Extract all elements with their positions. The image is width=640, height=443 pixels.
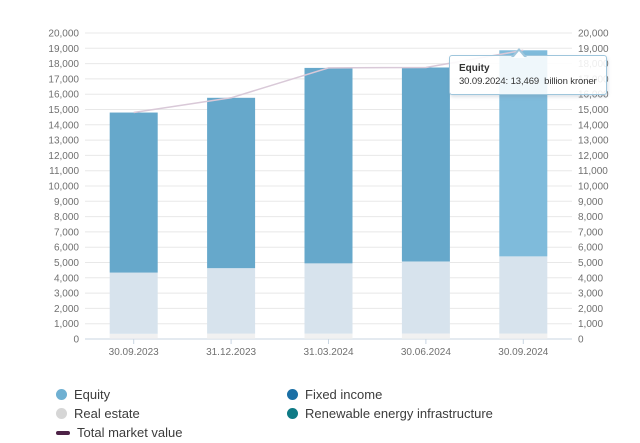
x-axis-label: 30.06.2024 — [401, 347, 451, 358]
y-axis-label-left: 3,000 — [54, 289, 79, 300]
y-axis-label-right: 6,000 — [578, 243, 603, 254]
bar-segment-real-estate[interactable] — [304, 333, 353, 339]
y-axis-label-right: 0 — [578, 335, 584, 346]
y-axis-label-right: 15,000 — [578, 105, 609, 116]
y-axis-label-left: 19,000 — [48, 44, 79, 55]
tooltip-arrow-fill — [513, 50, 525, 58]
y-axis-label-right: 9,000 — [578, 197, 603, 208]
y-axis-label-left: 6,000 — [54, 243, 79, 254]
tooltip: Equity 30.09.2024: 13,469 billion kroner — [449, 55, 607, 95]
y-axis-label-left: 20,000 — [48, 29, 79, 40]
bar-segment-fixed-income[interactable] — [109, 272, 158, 334]
y-axis-label-right: 7,000 — [578, 227, 603, 238]
y-axis-label-right: 4,000 — [578, 273, 603, 284]
bar-segment-equity[interactable] — [401, 67, 450, 262]
legend-label: Real estate — [74, 406, 140, 421]
legend-label: Total market value — [77, 425, 183, 440]
y-axis-label-right: 14,000 — [578, 120, 609, 131]
fixed-income-marker-icon — [287, 389, 298, 400]
y-axis-label-right: 5,000 — [578, 258, 603, 269]
legend-item-renewable-energy[interactable]: Renewable energy infrastructure — [287, 404, 493, 423]
bar-segment-fixed-income[interactable] — [207, 268, 256, 334]
bar-segment-real-estate[interactable] — [401, 333, 450, 339]
y-axis-label-right: 12,000 — [578, 151, 609, 162]
bar-segment-fixed-income[interactable] — [401, 261, 450, 334]
legend-item-fixed-income[interactable]: Fixed income — [287, 385, 493, 404]
y-axis-label-left: 14,000 — [48, 120, 79, 131]
y-axis-label-right: 1,000 — [578, 319, 603, 330]
legend-label: Fixed income — [305, 387, 383, 402]
y-axis-label-right: 20,000 — [578, 29, 609, 40]
y-axis-label-left: 16,000 — [48, 90, 79, 101]
y-axis-label-left: 10,000 — [48, 182, 79, 193]
y-axis-label-left: 1,000 — [54, 319, 79, 330]
y-axis-label-left: 7,000 — [54, 227, 79, 238]
x-axis-label: 30.09.2023 — [109, 347, 159, 358]
bar-segment-real-estate[interactable] — [109, 333, 158, 339]
legend-column-left: Equity Real estate Total market value — [56, 385, 183, 442]
y-axis-label-left: 13,000 — [48, 136, 79, 147]
y-axis-label-left: 18,000 — [48, 59, 79, 70]
y-axis-label-left: 15,000 — [48, 105, 79, 116]
bar-segment-fixed-income[interactable] — [499, 256, 548, 334]
y-axis-label-right: 3,000 — [578, 289, 603, 300]
y-axis-label-right: 19,000 — [578, 44, 609, 55]
tooltip-series-name: Equity — [459, 63, 490, 74]
y-axis-label-left: 12,000 — [48, 151, 79, 162]
real-estate-marker-icon — [56, 408, 67, 419]
bar-segment-fixed-income[interactable] — [304, 263, 353, 334]
y-axis-label-right: 8,000 — [578, 212, 603, 223]
legend-column-right: Fixed income Renewable energy infrastruc… — [287, 385, 493, 423]
total-market-value-marker-icon — [56, 430, 70, 435]
y-axis-label-left: 2,000 — [54, 304, 79, 315]
legend-item-equity[interactable]: Equity — [56, 385, 183, 404]
y-axis-label-left: 9,000 — [54, 197, 79, 208]
y-axis-label-left: 5,000 — [54, 258, 79, 269]
y-axis-label-left: 0 — [73, 335, 79, 346]
y-axis-label-left: 8,000 — [54, 212, 79, 223]
y-axis-label-left: 17,000 — [48, 74, 79, 85]
legend-label: Renewable energy infrastructure — [305, 406, 493, 421]
tooltip-value: 30.09.2024: 13,469 billion kroner — [459, 76, 597, 87]
legend-label: Equity — [74, 387, 111, 402]
renewable-energy-marker-icon — [287, 408, 298, 419]
bar-segment-real-estate[interactable] — [207, 333, 256, 339]
legend-item-real-estate[interactable]: Real estate — [56, 404, 183, 423]
y-axis-label-right: 11,000 — [578, 166, 608, 177]
y-axis-label-right: 10,000 — [578, 182, 609, 193]
y-axis-label-left: 4,000 — [54, 273, 79, 284]
bar-segment-real-estate[interactable] — [499, 333, 548, 339]
x-axis-label: 31.03.2024 — [303, 347, 353, 358]
legend-item-total-market-value[interactable]: Total market value — [56, 423, 183, 442]
y-axis-label-right: 16,000 — [578, 90, 609, 101]
bar-segment-equity[interactable] — [304, 67, 353, 264]
bar-segment-equity[interactable] — [109, 112, 158, 273]
equity-marker-icon — [56, 389, 67, 400]
x-axis-label: 31.12.2023 — [206, 347, 256, 358]
y-axis-label-right: 13,000 — [578, 136, 609, 147]
x-axis-label: 30.09.2024 — [498, 347, 548, 358]
y-axis-label-left: 11,000 — [49, 166, 79, 177]
y-axis-label-right: 2,000 — [578, 304, 603, 315]
bar-segment-equity[interactable] — [207, 97, 256, 269]
legend: Equity Real estate Total market value Fi… — [0, 385, 640, 443]
